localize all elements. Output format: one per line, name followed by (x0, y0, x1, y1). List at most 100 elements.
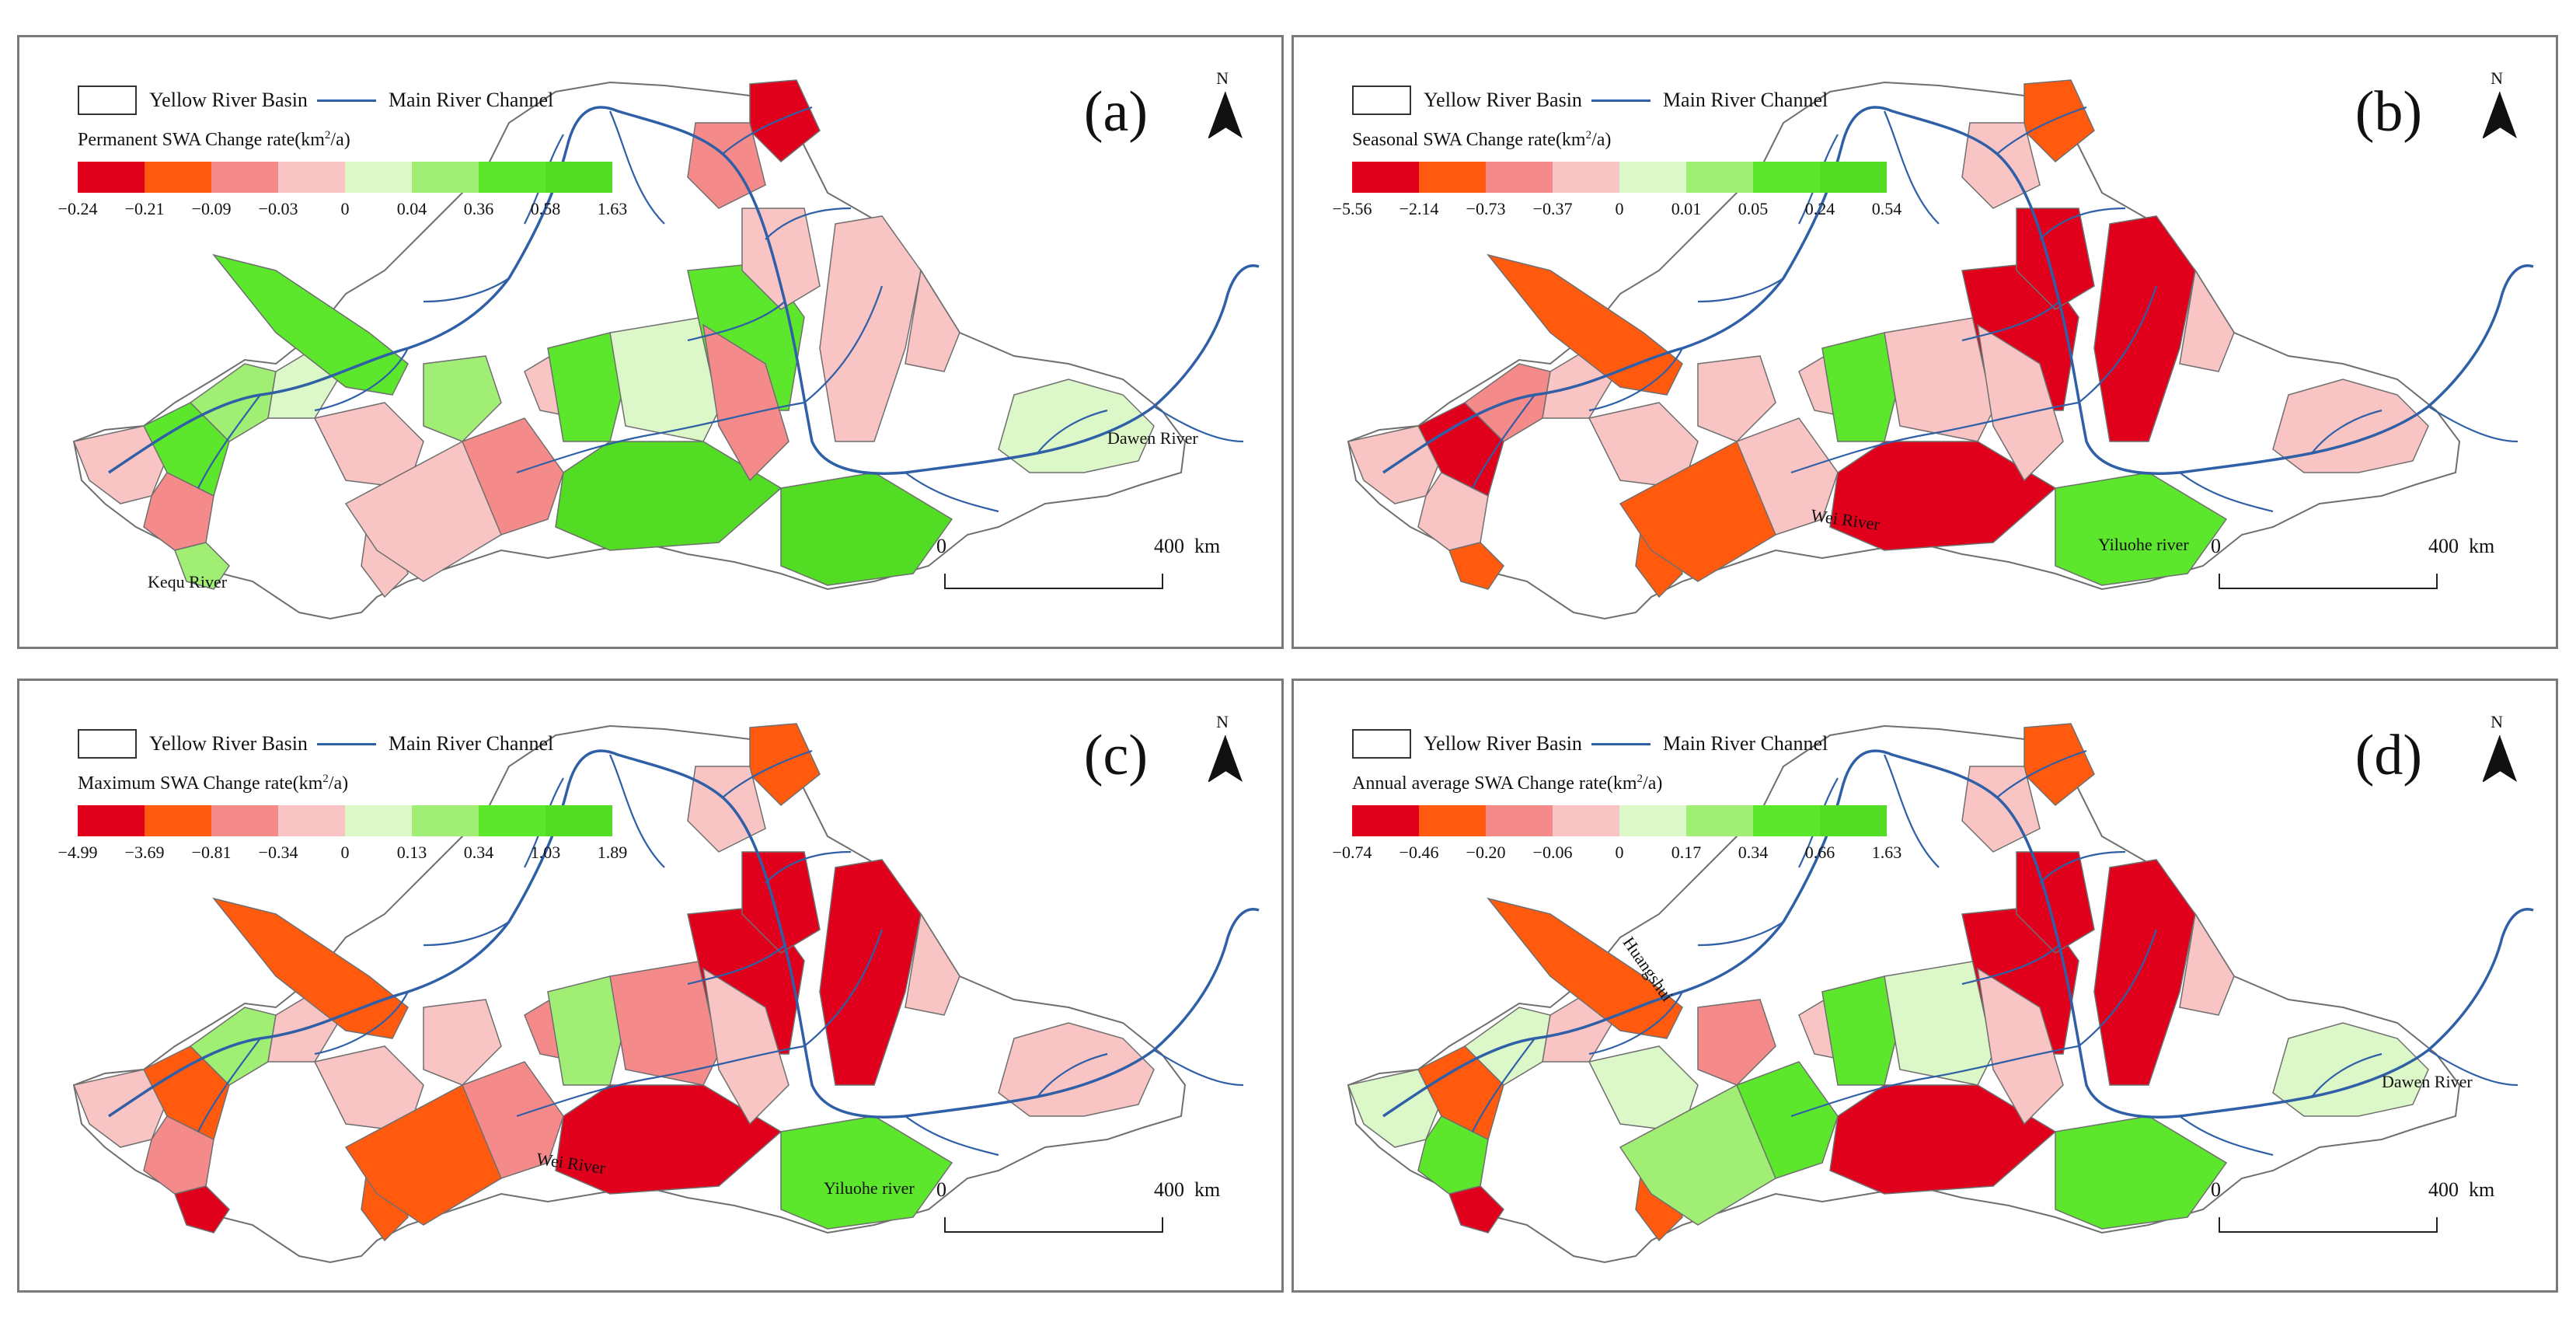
colorbar-tick: 1.63 (1871, 843, 1902, 862)
river-annotation: Dawen River (2382, 1072, 2473, 1091)
sub-basin (547, 975, 626, 1086)
map-panel: Yellow River Basin Main River Channel Maxi… (17, 679, 1284, 1293)
colorbar-cell (479, 805, 546, 836)
tributary (905, 472, 999, 513)
colorbar-title-text: Maximum SWA Change rate(km (78, 773, 323, 794)
tributary (803, 929, 884, 1047)
colorbar-tick: 0.54 (1871, 199, 1902, 218)
colorbar-tick: −0.03 (258, 199, 298, 218)
colorbar-title-unit: /a) (328, 773, 349, 794)
tributary (687, 944, 786, 986)
basin-map (72, 723, 1260, 1264)
colorbar-tick: 0 (340, 199, 350, 218)
basin-legend-label: Yellow River Basin (1424, 89, 1582, 111)
tributary (1790, 1045, 2079, 1118)
sub-basin (1829, 1084, 2057, 1195)
sub-basin (1884, 316, 1994, 442)
tributary (2078, 929, 2158, 1047)
tributary (1790, 401, 2079, 474)
legend-row: Yellow River Basin Main River Channel (1352, 724, 1828, 763)
colorbar-cell (546, 805, 612, 836)
main-river-channel (108, 106, 1260, 475)
colorbar-cell (1686, 805, 1753, 836)
colorbar-title-sup: 2 (324, 129, 331, 141)
tributary (608, 754, 665, 868)
tributary (423, 921, 510, 947)
tributary (2179, 472, 2274, 513)
colorbar-tick: −0.74 (1332, 843, 1372, 862)
colorbar-title-sup: 2 (1585, 129, 1592, 141)
tributary (1996, 106, 2087, 155)
colorbar-tick: −4.99 (58, 843, 98, 862)
colorbar-cell (1419, 162, 1486, 193)
north-arrow-icon (2483, 92, 2517, 138)
colorbar-cell (145, 162, 211, 193)
colorbar-title-text: Annual average SWA Change rate(km (1352, 773, 1637, 794)
colorbar-cell (1820, 162, 1887, 193)
tributary (423, 277, 510, 303)
sub-basin (313, 402, 424, 489)
scale-zero-label: 0 (936, 535, 946, 557)
colorbar-cell (412, 805, 479, 836)
colorbar-cell (546, 162, 612, 193)
colorbar-tick: −3.69 (124, 843, 165, 862)
sub-basin (313, 1045, 424, 1132)
river-annotation: Kequ River (148, 572, 228, 591)
sub-basin (819, 859, 922, 1086)
sub-basin (142, 1045, 230, 1141)
sub-basin (1821, 332, 1901, 442)
sub-basin (1736, 1061, 1839, 1179)
colorbar-tick: 0.05 (1738, 199, 1769, 218)
basin-map (1347, 79, 2534, 620)
colorbar-tick: −0.24 (58, 199, 98, 218)
tributary (1961, 301, 2060, 342)
sub-basin (212, 253, 409, 396)
sub-basin (462, 417, 564, 536)
colorbar-title: Maximum SWA Change rate(km2/a) (78, 773, 348, 794)
colorbar-tick: 1.89 (597, 843, 628, 862)
sub-basin (1417, 1045, 1504, 1141)
colorbar (1352, 805, 1887, 836)
sub-basin (1736, 417, 1839, 536)
colorbar-title-text: Permanent SWA Change rate(km (78, 130, 325, 150)
colorbar-cell (1753, 805, 1820, 836)
scale-unit-label: km (2469, 535, 2495, 557)
colorbar-cell (1419, 805, 1486, 836)
channel-legend-label: Main River Channel (1662, 89, 1828, 111)
tributary (1472, 394, 1535, 489)
north-arrow-icon (2483, 735, 2517, 782)
legend-row: Yellow River Basin Main River Channel (78, 724, 553, 763)
tributary (905, 1115, 999, 1157)
north-label: N (1216, 68, 1229, 88)
scale-bar (2219, 574, 2438, 589)
colorbar-tick: 0.04 (396, 199, 427, 218)
tributary (197, 1038, 261, 1132)
scale-max-label: 400 (2428, 535, 2459, 557)
sub-basin (1487, 897, 1683, 1039)
colorbar-tick: 0.34 (1738, 843, 1769, 862)
north-label: N (2491, 68, 2503, 88)
tributary (1472, 1038, 1535, 1132)
sub-basin (741, 208, 821, 310)
colorbar-tick: 0.13 (396, 843, 427, 862)
colorbar-cell (412, 162, 479, 193)
basin-swatch (1352, 85, 1411, 115)
sub-basin (1977, 323, 2064, 482)
colorbar-cell (278, 162, 345, 193)
colorbar-cell (1352, 162, 1419, 193)
panel-label: (b) (2355, 80, 2422, 144)
colorbar-tick: 0.34 (463, 843, 494, 862)
colorbar (78, 805, 612, 836)
sub-basin (1588, 1045, 1699, 1132)
scale-zero-label: 0 (936, 1178, 946, 1201)
north-label: N (2491, 712, 2503, 731)
sub-basin (609, 960, 720, 1086)
colorbar-cell (345, 162, 412, 193)
channel-legend-label: Main River Channel (388, 732, 554, 755)
colorbar-title-unit: /a) (330, 130, 350, 150)
scale-bar (944, 1217, 1163, 1233)
main-river-channel (108, 749, 1260, 1118)
colorbar-tick: −0.21 (124, 199, 165, 218)
sub-basin (2179, 912, 2235, 1016)
colorbar (78, 162, 612, 193)
